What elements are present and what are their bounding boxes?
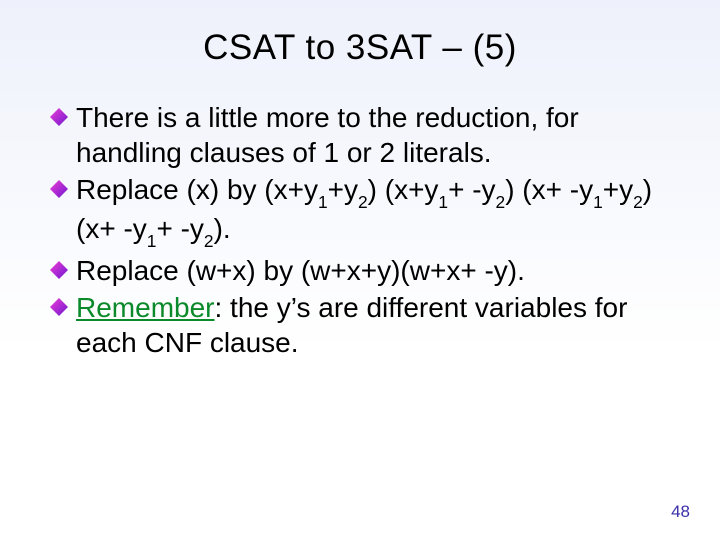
slide-title: CSAT to 3SAT – (5) bbox=[44, 28, 676, 68]
text-run: + -y bbox=[156, 213, 203, 244]
bullet-item: Replace (x) by (x+y1+y2) (x+y1+ -y2) (x+… bbox=[50, 172, 676, 251]
bullet-item: There is a little more to the reduction,… bbox=[50, 100, 676, 170]
subscript: 2 bbox=[204, 231, 214, 251]
text-run: Replace (w+x) by (w+x+y)(w+x+ -y). bbox=[76, 255, 525, 286]
bullet-text: Replace (w+x) by (w+x+y)(w+x+ -y). bbox=[76, 253, 525, 288]
diamond-bullet-icon bbox=[50, 180, 70, 200]
subscript: 2 bbox=[496, 192, 506, 212]
slide: CSAT to 3SAT – (5) There is a little mor… bbox=[0, 0, 720, 540]
text-run: There is a little more to the reduction,… bbox=[76, 102, 579, 168]
text-run: ) (x+y bbox=[368, 174, 439, 205]
bullet-text: There is a little more to the reduction,… bbox=[76, 100, 676, 170]
text-run: +y bbox=[603, 174, 633, 205]
slide-body: There is a little more to the reduction,… bbox=[44, 100, 676, 360]
text-run: ) (x+ -y bbox=[505, 174, 593, 205]
bullet-text: Replace (x) by (x+y1+y2) (x+y1+ -y2) (x+… bbox=[76, 172, 676, 251]
subscript: 1 bbox=[438, 192, 448, 212]
bullet-item: Replace (w+x) by (w+x+y)(w+x+ -y). bbox=[50, 253, 676, 288]
diamond-bullet-icon bbox=[50, 261, 70, 281]
subscript: 1 bbox=[318, 192, 328, 212]
diamond-bullet-icon bbox=[50, 108, 70, 128]
subscript: 2 bbox=[633, 192, 643, 212]
subscript: 1 bbox=[593, 192, 603, 212]
bullet-text: Remember: the y’s are different variable… bbox=[76, 290, 676, 360]
diamond-bullet-icon bbox=[50, 298, 70, 318]
text-run: + -y bbox=[448, 174, 495, 205]
subscript: 2 bbox=[358, 192, 368, 212]
text-run: +y bbox=[328, 174, 358, 205]
bullet-item: Remember: the y’s are different variable… bbox=[50, 290, 676, 360]
text-run: ). bbox=[214, 213, 231, 244]
text-run: Replace (x) by (x+y bbox=[76, 174, 318, 205]
page-number: 48 bbox=[671, 502, 690, 522]
subscript: 1 bbox=[147, 231, 157, 251]
remember-keyword: Remember bbox=[76, 292, 214, 323]
